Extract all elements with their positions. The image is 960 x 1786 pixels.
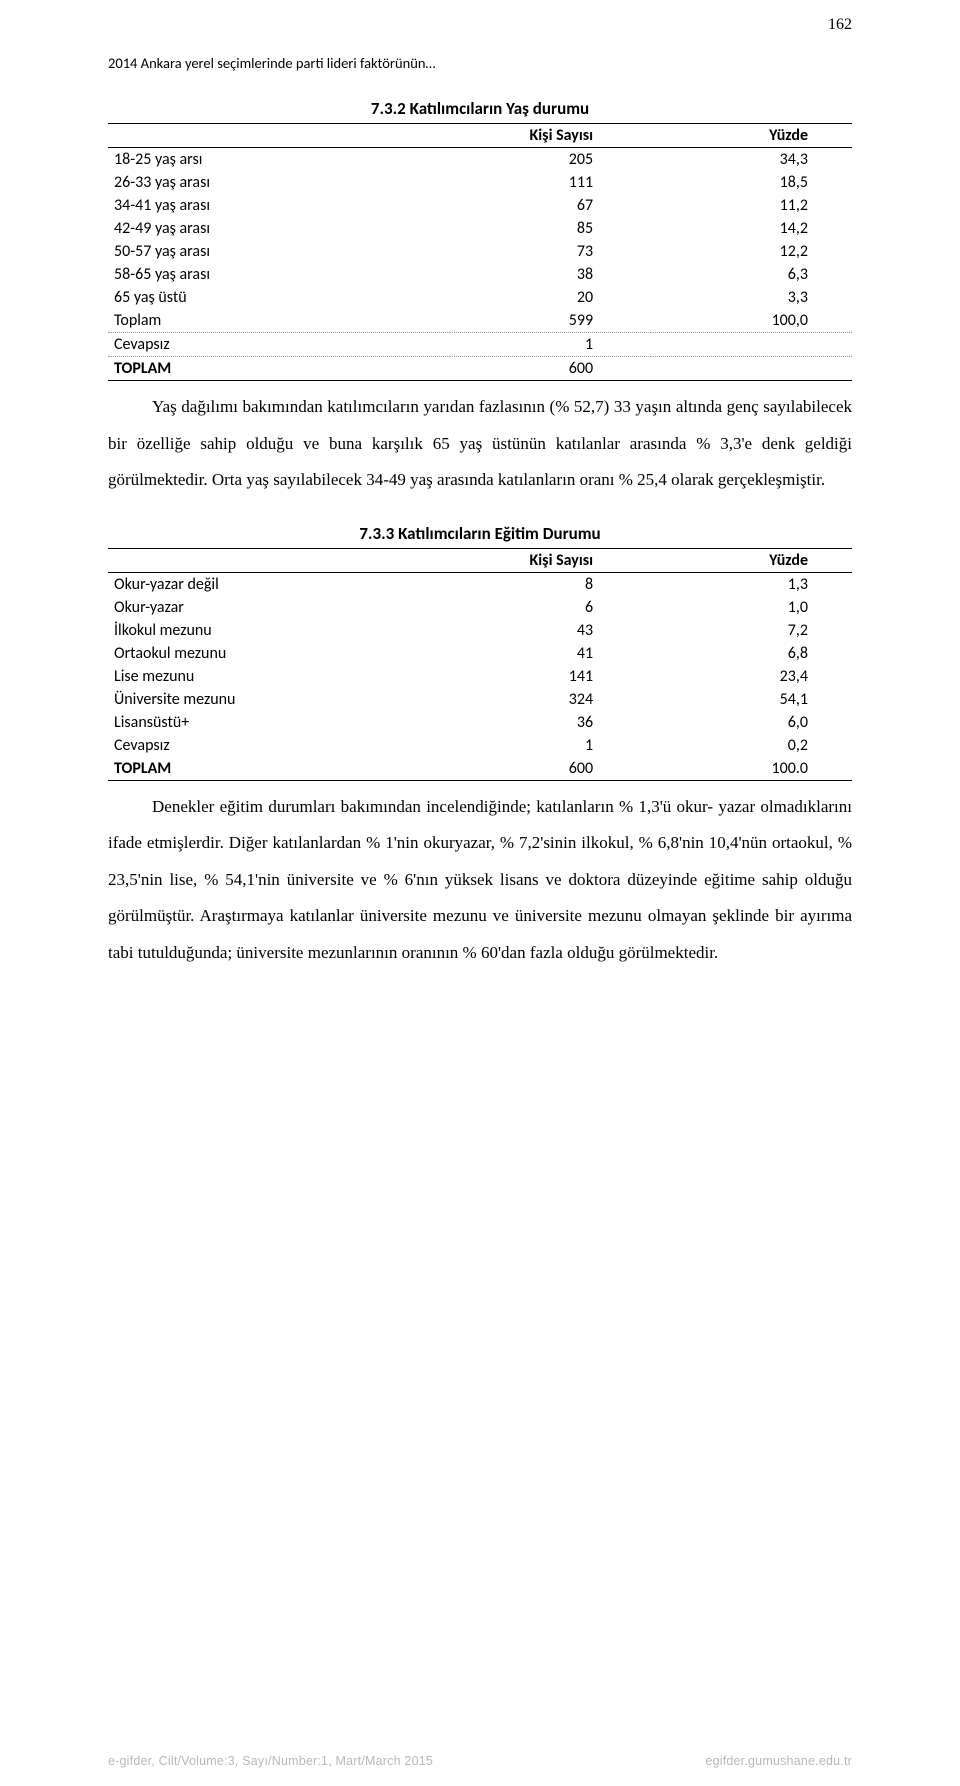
- table1-head-c1: Kişi Sayısı: [450, 124, 651, 148]
- table-row: Okur-yazar değil81,3: [108, 572, 852, 596]
- page-footer: e-gifder, Cilt/Volume:3, Sayı/Number:1, …: [108, 1754, 852, 1768]
- cell-pct: 6,0: [651, 711, 852, 734]
- page-number: 162: [828, 16, 852, 34]
- cell-label: Okur-yazar değil: [108, 572, 450, 596]
- cell-pct: 18,5: [651, 171, 852, 194]
- table-row: 34-41 yaş arası6711,2: [108, 194, 852, 217]
- table1-total-row: Toplam599100,0: [108, 309, 852, 333]
- cell-label: Üniversite mezunu: [108, 688, 450, 711]
- cell-label: Cevapsız: [108, 734, 450, 757]
- table2-grand-row: TOPLAM600100.0: [108, 757, 852, 781]
- cell-n: 600: [450, 357, 651, 381]
- cell-pct: 7,2: [651, 619, 852, 642]
- cell-n: 1: [450, 333, 651, 357]
- table1-head-c2: Yüzde: [651, 124, 852, 148]
- cell-n: 41: [450, 642, 651, 665]
- cell-pct: 100.0: [651, 757, 852, 781]
- table2-header-row: Kişi Sayısı Yüzde: [108, 548, 852, 572]
- cell-pct: 3,3: [651, 286, 852, 309]
- cell-label: İlkokul mezunu: [108, 619, 450, 642]
- cell-pct: 100,0: [651, 309, 852, 333]
- cell-label: TOPLAM: [108, 357, 450, 381]
- cell-label: 18-25 yaş arsı: [108, 148, 450, 172]
- cell-pct: 1,3: [651, 572, 852, 596]
- cell-n: 205: [450, 148, 651, 172]
- table-row: 65 yaş üstü203,3: [108, 286, 852, 309]
- table2-head-c2: Yüzde: [651, 548, 852, 572]
- table1: Kişi Sayısı Yüzde 18-25 yaş arsı20534,3 …: [108, 123, 852, 381]
- cell-n: 85: [450, 217, 651, 240]
- cell-pct: 1,0: [651, 596, 852, 619]
- cell-n: 43: [450, 619, 651, 642]
- table2-head-c1: Kişi Sayısı: [450, 548, 651, 572]
- cell-pct: 23,4: [651, 665, 852, 688]
- cell-label: Okur-yazar: [108, 596, 450, 619]
- running-head: 2014 Ankara yerel seçimlerinde parti lid…: [108, 54, 852, 72]
- cell-n: 141: [450, 665, 651, 688]
- cell-pct: 54,1: [651, 688, 852, 711]
- cell-label: 58-65 yaş arası: [108, 263, 450, 286]
- table1-header-row: Kişi Sayısı Yüzde: [108, 124, 852, 148]
- table-row: Üniversite mezunu32454,1: [108, 688, 852, 711]
- cell-n: 599: [450, 309, 651, 333]
- cell-label: 50-57 yaş arası: [108, 240, 450, 263]
- cell-label: TOPLAM: [108, 757, 450, 781]
- footer-right: egifder.gumushane.edu.tr: [705, 1754, 852, 1768]
- table1-cevapsiz-row: Cevapsız1: [108, 333, 852, 357]
- cell-pct: 6,3: [651, 263, 852, 286]
- table-row: Cevapsız10,2: [108, 734, 852, 757]
- paragraph-1: Yaş dağılımı bakımından katılımcıların y…: [108, 389, 852, 499]
- cell-n: 8: [450, 572, 651, 596]
- table1-grand-row: TOPLAM600: [108, 357, 852, 381]
- paragraph-2: Denekler eğitim durumları bakımından inc…: [108, 789, 852, 972]
- cell-n: 36: [450, 711, 651, 734]
- cell-n: 67: [450, 194, 651, 217]
- page: 162 2014 Ankara yerel seçimlerinde parti…: [0, 0, 960, 1786]
- cell-pct: [651, 357, 852, 381]
- cell-pct: 14,2: [651, 217, 852, 240]
- cell-n: 6: [450, 596, 651, 619]
- table-row: Ortaokul mezunu416,8: [108, 642, 852, 665]
- cell-pct: 6,8: [651, 642, 852, 665]
- cell-label: Toplam: [108, 309, 450, 333]
- cell-label: Cevapsız: [108, 333, 450, 357]
- table-row: 42-49 yaş arası8514,2: [108, 217, 852, 240]
- table2-title: 7.3.3 Katılımcıların Eğitim Durumu: [108, 523, 852, 544]
- table-row: Lise mezunu14123,4: [108, 665, 852, 688]
- cell-n: 600: [450, 757, 651, 781]
- cell-n: 38: [450, 263, 651, 286]
- cell-pct: 0,2: [651, 734, 852, 757]
- cell-n: 1: [450, 734, 651, 757]
- cell-n: 20: [450, 286, 651, 309]
- cell-label: Ortaokul mezunu: [108, 642, 450, 665]
- cell-label: 34-41 yaş arası: [108, 194, 450, 217]
- cell-label: Lisansüstü+: [108, 711, 450, 734]
- table-row: 18-25 yaş arsı20534,3: [108, 148, 852, 172]
- table-row: 58-65 yaş arası386,3: [108, 263, 852, 286]
- cell-label: 26-33 yaş arası: [108, 171, 450, 194]
- cell-pct: 11,2: [651, 194, 852, 217]
- cell-pct: [651, 333, 852, 357]
- table-row: 50-57 yaş arası7312,2: [108, 240, 852, 263]
- table1-head-label: [108, 124, 450, 148]
- table1-title: 7.3.2 Katılımcıların Yaş durumu: [108, 98, 852, 119]
- cell-n: 73: [450, 240, 651, 263]
- cell-n: 111: [450, 171, 651, 194]
- cell-pct: 34,3: [651, 148, 852, 172]
- cell-n: 324: [450, 688, 651, 711]
- table-row: Okur-yazar61,0: [108, 596, 852, 619]
- table-row: Lisansüstü+366,0: [108, 711, 852, 734]
- table-row: İlkokul mezunu437,2: [108, 619, 852, 642]
- cell-label: 42-49 yaş arası: [108, 217, 450, 240]
- table2-head-label: [108, 548, 450, 572]
- footer-left: e-gifder, Cilt/Volume:3, Sayı/Number:1, …: [108, 1754, 433, 1768]
- cell-label: 65 yaş üstü: [108, 286, 450, 309]
- table-row: 26-33 yaş arası11118,5: [108, 171, 852, 194]
- table2: Kişi Sayısı Yüzde Okur-yazar değil81,3 O…: [108, 548, 852, 781]
- cell-pct: 12,2: [651, 240, 852, 263]
- cell-label: Lise mezunu: [108, 665, 450, 688]
